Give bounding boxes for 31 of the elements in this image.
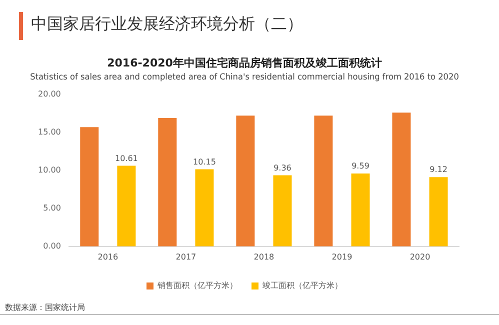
bar xyxy=(273,175,292,246)
bar xyxy=(236,116,255,246)
legend-label: 销售面积（亿平方米） xyxy=(156,281,238,290)
legend-label: 竣工面积（亿平方米） xyxy=(262,281,342,290)
y-tick-label: 15.00 xyxy=(38,127,61,136)
bar xyxy=(117,166,136,246)
x-tick-label: 2019 xyxy=(332,252,352,262)
y-tick-label: 5.00 xyxy=(43,203,61,212)
bar xyxy=(80,127,99,246)
x-tick-label: 2017 xyxy=(176,252,196,262)
y-tick-label: 0.00 xyxy=(43,241,61,250)
chart-subtitle: Statistics of sales area and completed area of China's residential commercial housing from 2016 to 2020 xyxy=(30,71,459,82)
bar xyxy=(351,174,370,246)
x-tick-label: 2020 xyxy=(410,252,430,262)
data-label: 10.15 xyxy=(193,157,216,166)
bar xyxy=(392,112,411,246)
chart-title: 2016-2020年中国住宅商品房销售面积及竣工面积统计 xyxy=(107,56,382,70)
x-tick-label: 2016 xyxy=(98,252,118,262)
bar xyxy=(158,118,177,246)
data-label: 10.61 xyxy=(114,154,138,163)
data-label: 9.59 xyxy=(352,162,370,171)
source-note: 数据来源：国家统计局 xyxy=(5,302,85,313)
data-label: 9.12 xyxy=(430,165,448,174)
y-tick-label: 10.00 xyxy=(38,165,61,174)
text: 中国家居行业发展经济环境分析（二） xyxy=(31,14,303,35)
bar xyxy=(314,116,333,246)
x-tick-label: 2018 xyxy=(254,252,274,262)
bar xyxy=(195,169,214,246)
y-tick-label: 20.00 xyxy=(38,89,61,98)
bar xyxy=(429,177,448,246)
data-label: 9.36 xyxy=(274,163,292,172)
